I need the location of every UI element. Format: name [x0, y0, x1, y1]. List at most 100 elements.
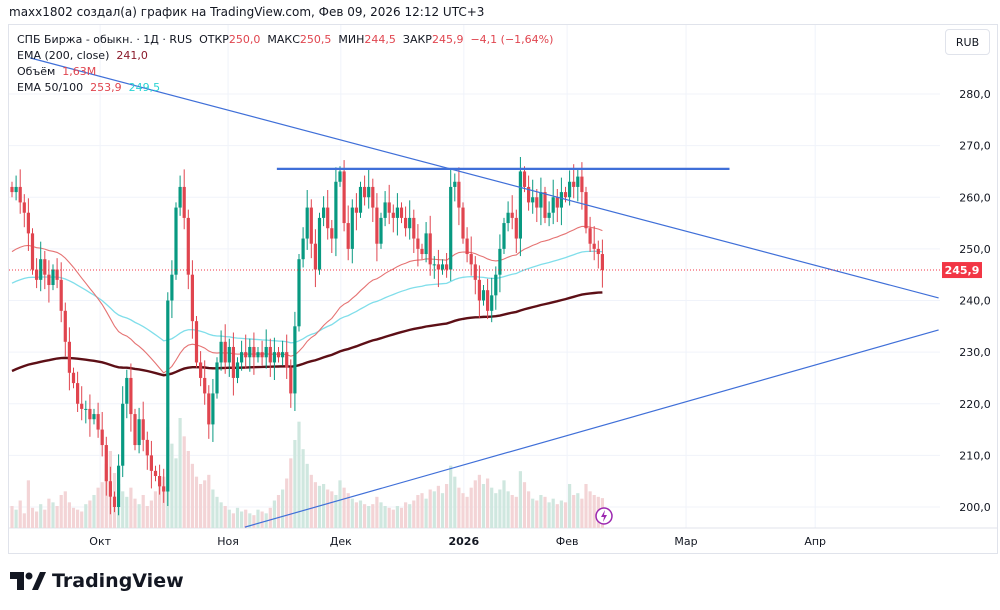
volume-bar	[26, 480, 30, 528]
candle	[399, 202, 404, 224]
volume-bar	[543, 496, 547, 528]
volume-bar	[137, 504, 141, 528]
volume-bar	[268, 507, 272, 528]
volume-bar	[190, 463, 194, 528]
candle-body	[100, 429, 104, 446]
ema50100-legend-row[interactable]: EMA 50/100 253,9 249,5	[17, 80, 553, 96]
candle-body	[502, 223, 506, 249]
volume-bar	[55, 506, 59, 528]
candle-body	[375, 207, 379, 244]
candle	[510, 195, 514, 230]
volume-bar	[408, 504, 412, 528]
candle	[215, 357, 219, 399]
volume-bar	[358, 500, 363, 528]
candle-body	[129, 377, 133, 415]
open-value: 250,0	[228, 33, 261, 46]
volume-bar	[240, 511, 244, 528]
candle	[477, 265, 481, 319]
candle-body	[408, 217, 412, 229]
candle	[428, 215, 432, 276]
candle-body	[35, 269, 39, 280]
candle-body	[117, 465, 121, 507]
candle-body	[10, 186, 14, 193]
price-chart[interactable]: 200,0 210,0 220,0 230,0 240,0 250,0 260,0 270,0…	[0, 0, 1000, 560]
high-value: 250,5	[299, 33, 332, 46]
candle	[96, 402, 100, 438]
close-value: 245,9	[431, 33, 464, 46]
candle-body	[260, 352, 264, 358]
candle	[346, 205, 350, 261]
candle-body	[276, 352, 281, 358]
candle	[129, 363, 133, 432]
volume-bar	[63, 491, 67, 528]
candle-body	[248, 346, 252, 358]
volume-bar	[43, 509, 47, 528]
candle	[199, 351, 203, 387]
candle	[104, 436, 108, 496]
candle	[133, 408, 137, 451]
candle-body	[121, 403, 125, 466]
candle	[395, 193, 399, 236]
candle	[125, 369, 129, 419]
candle-body	[190, 274, 194, 322]
candle-body	[14, 186, 18, 193]
candle-body	[518, 171, 522, 239]
volume-bar	[129, 487, 133, 528]
candle	[518, 156, 522, 257]
time-tick-label: Ноя	[217, 535, 239, 548]
lightning-icon[interactable]	[595, 507, 613, 525]
candle-body	[580, 176, 584, 193]
time-tick-label: 2026	[449, 535, 480, 548]
candle-body	[186, 217, 190, 275]
candle-body	[43, 259, 47, 275]
volume-bar	[436, 485, 440, 528]
volume-bar	[342, 487, 346, 528]
candle-body	[465, 238, 469, 255]
candle-body	[330, 228, 334, 239]
volume-bar	[551, 498, 555, 528]
candle	[22, 194, 26, 228]
volume-bar	[145, 506, 149, 528]
candle	[268, 338, 272, 377]
trendline-descending	[29, 57, 939, 299]
time-tick-label: Фев	[556, 535, 579, 548]
candle	[149, 440, 153, 489]
volume-bar	[572, 495, 576, 528]
candle-body	[498, 248, 502, 275]
candle-body	[563, 192, 568, 198]
candle-body	[469, 254, 473, 265]
ema50-value: 253,9	[90, 81, 122, 94]
candle-body	[71, 372, 76, 384]
candle-body	[149, 455, 153, 471]
candle-body	[59, 279, 63, 311]
tradingview-logo[interactable]: TradingView	[10, 570, 184, 592]
currency-button[interactable]: RUB	[945, 29, 990, 55]
volume-bar	[231, 513, 235, 528]
volume-bar	[235, 507, 240, 528]
candle	[162, 468, 166, 503]
symbol-name[interactable]: СПБ Биржа - обыкн. · 1Д · RUS	[17, 33, 193, 46]
ema100-line	[11, 250, 603, 344]
candle-body	[104, 445, 108, 482]
ema200-legend-row[interactable]: EMA (200, close) 241,0	[17, 48, 553, 64]
change-value: −4,1 (−1,64%)	[470, 33, 554, 46]
candle	[551, 179, 555, 225]
volume-bar	[305, 463, 309, 528]
candle	[588, 216, 592, 252]
candle	[100, 412, 104, 457]
candle	[244, 334, 248, 369]
volume-bar	[440, 493, 445, 528]
chart-legend: СПБ Биржа - обыкн. · 1Д · RUS ОТКР250,0 …	[17, 32, 553, 96]
candle-body	[158, 476, 162, 487]
candle-body	[531, 197, 535, 203]
candle-body	[133, 414, 137, 446]
volume-legend-row[interactable]: Объём 1,63M	[17, 64, 553, 80]
chart-attribution-title: maxx1802 создал(а) график на TradingView…	[9, 5, 485, 19]
volume-bar	[371, 504, 375, 528]
candle-body	[141, 419, 145, 440]
candle-body	[137, 419, 141, 446]
candle-body	[30, 233, 35, 270]
price-tick-label: 200,0	[959, 501, 991, 514]
candle-body	[551, 197, 555, 213]
candle	[63, 302, 67, 357]
